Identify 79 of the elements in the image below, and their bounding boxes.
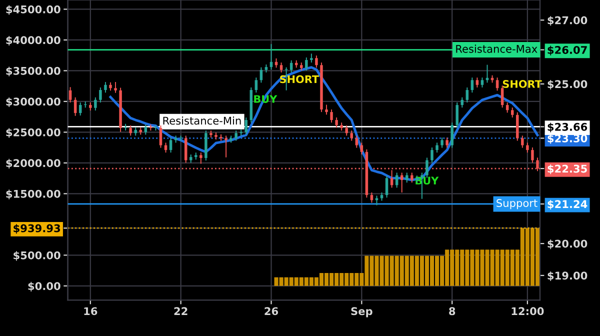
candlestick <box>78 102 82 116</box>
x-tick-label: 22 <box>174 307 188 316</box>
y-tick-label: $500.00 <box>14 251 60 261</box>
candlestick <box>360 142 364 155</box>
candlestick <box>290 60 293 73</box>
candlestick <box>496 77 499 92</box>
y-tick-label: $3000.00 <box>6 97 60 108</box>
candlestick <box>129 124 132 136</box>
candlestick <box>526 142 529 154</box>
candlestick <box>476 77 479 88</box>
candlestick <box>466 86 469 103</box>
y2-tick-label: $26.07 <box>548 46 587 56</box>
y2-tick-label: $25.00 <box>548 80 588 90</box>
candlestick <box>400 172 404 193</box>
y2-tick-label: $21.24 <box>548 200 588 210</box>
candlestick <box>395 172 398 188</box>
candlestick <box>350 130 354 142</box>
candlestick <box>345 124 348 136</box>
candlestick <box>280 62 283 73</box>
annotation: SHORT <box>502 80 542 88</box>
candlestick <box>234 130 238 142</box>
candlestick <box>385 175 388 198</box>
candlestick <box>531 146 534 164</box>
candlestick <box>74 96 77 116</box>
y2-tick-label: $27.00 <box>548 16 588 26</box>
candlestick <box>510 107 514 118</box>
candlestick <box>99 86 102 103</box>
candlestick <box>330 109 333 124</box>
candlestick <box>335 116 338 128</box>
candlestick <box>470 77 474 94</box>
y-tick-label: $2500.00 <box>6 128 60 138</box>
candlestick <box>94 96 97 111</box>
candlestick <box>104 82 107 94</box>
y-tick-label: $3500.00 <box>6 66 60 76</box>
candlestick <box>184 135 188 164</box>
candlestick <box>355 135 358 148</box>
y-tick-label: $1500.00 <box>6 190 60 200</box>
ref-line-label: Resistance-Max <box>456 44 538 53</box>
candlestick <box>456 102 458 128</box>
candlestick <box>450 122 454 148</box>
ref-line-label: Resistance-Min <box>163 116 241 125</box>
x-tick-label: 26 <box>264 307 278 316</box>
candlestick <box>305 56 308 72</box>
candlestick <box>224 135 228 158</box>
candlestick <box>164 142 168 154</box>
candlestick <box>200 152 202 164</box>
y2-tick-label: $22.35 <box>548 164 587 174</box>
y2-tick-label: $20.00 <box>548 240 588 250</box>
candlestick <box>254 77 258 94</box>
candlestick <box>480 77 484 88</box>
candlestick <box>440 137 444 148</box>
y-tick-label: $4000.00 <box>6 36 60 46</box>
x-tick-label: 16 <box>84 307 98 316</box>
ref-line-label: Support <box>496 199 538 210</box>
candlestick <box>114 82 117 94</box>
y-tick-label: $4500.00 <box>6 5 60 15</box>
y-tick-label: $0.00 <box>28 282 60 292</box>
y-tick-label: $2000.00 <box>6 158 60 168</box>
candlestick <box>446 137 448 148</box>
candlestick <box>68 86 72 103</box>
candlestick <box>244 116 248 136</box>
candlestick <box>406 172 408 184</box>
y2-tick-label: $19.00 <box>548 271 588 282</box>
x-tick-label: 12:00 <box>512 307 544 316</box>
candlestick <box>375 195 378 206</box>
candlestick <box>516 112 519 142</box>
y-tick-label: $939.93 <box>14 224 60 234</box>
x-tick-label: 8 <box>449 307 456 316</box>
x-tick-label: Sep <box>351 307 372 318</box>
candlestick <box>410 172 414 184</box>
candlestick <box>430 146 434 164</box>
candlestick <box>426 157 428 178</box>
candlestick <box>169 137 172 154</box>
candlestick <box>436 142 438 154</box>
candlestick <box>500 85 504 108</box>
candlestick <box>521 135 524 148</box>
candlestick <box>325 104 328 116</box>
candlestick <box>315 55 318 68</box>
y2-tick-label: $23.66 <box>548 122 588 132</box>
